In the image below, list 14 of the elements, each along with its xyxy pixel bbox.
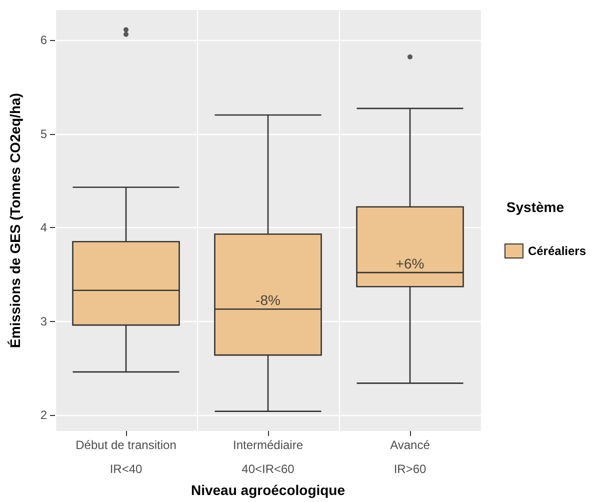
y-axis-title: Émissions de GES (Tonnes CO2eq/ha): [7, 93, 23, 348]
x-tick-label: Intermédiaire 40<IR<60: [232, 438, 304, 476]
y-tick-label: 5: [40, 126, 48, 141]
annotation: -8%: [256, 292, 280, 308]
annotation: +6%: [396, 256, 424, 272]
y-tick-label: 2: [40, 408, 48, 422]
x-tick-label: Avancé IR>60: [390, 438, 430, 476]
legend-label: Céréaliers: [528, 244, 586, 258]
y-tick-label: 6: [40, 33, 48, 48]
y-tick-label: 4: [40, 220, 48, 235]
legend-title: Système: [506, 199, 564, 215]
x-tick-label: Début de transition IR<40: [76, 438, 176, 476]
x-axis-title: Niveau agroécologique: [190, 482, 346, 498]
y-tick-label: 3: [40, 314, 48, 328]
